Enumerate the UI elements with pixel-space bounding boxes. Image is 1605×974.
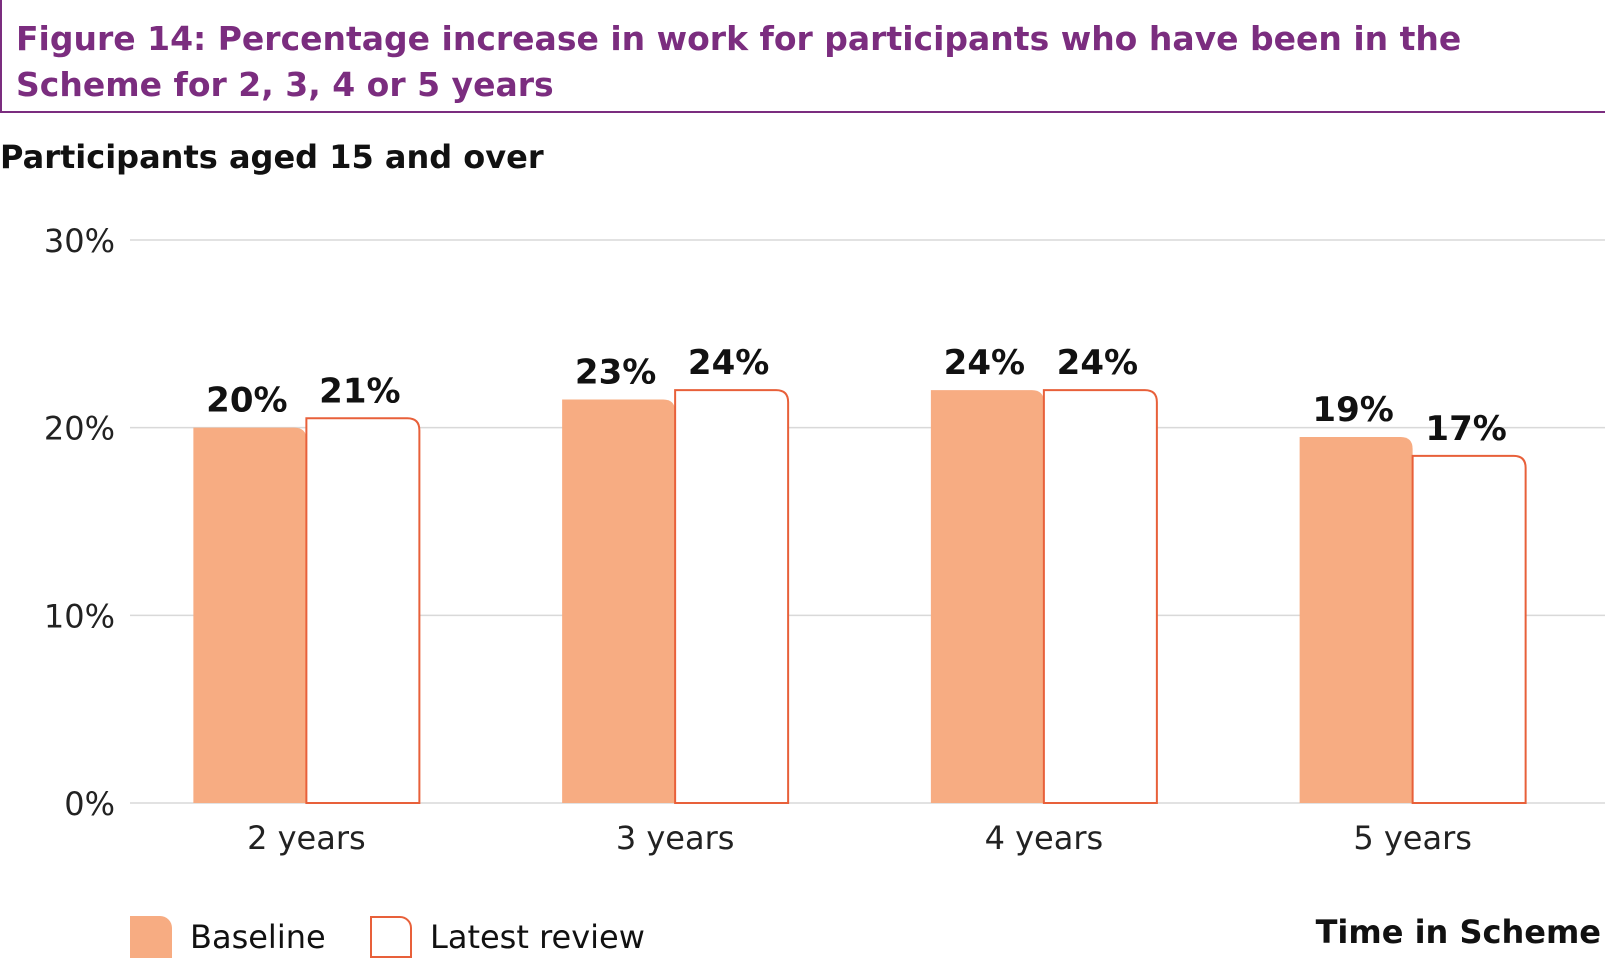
- bar-baseline: [1299, 437, 1413, 803]
- chart-title: Figure 14: Percentage increase in work f…: [16, 19, 1462, 104]
- y-tick-label: 0%: [64, 785, 115, 823]
- bar-baseline: [930, 390, 1044, 803]
- bar-chart: 0% 10% 20% 30% 20% 21% 2 years 23% 24% 3 years 24%…: [44, 222, 1605, 857]
- x-tick-label: 2 years: [247, 819, 366, 857]
- data-label: 19%: [1312, 390, 1393, 430]
- data-label: 17%: [1425, 409, 1506, 449]
- bar-latest-review: [305, 417, 421, 804]
- data-label: 21%: [319, 371, 400, 411]
- x-tick-label: 4 years: [985, 819, 1104, 857]
- y-tick-label: 20%: [44, 410, 115, 448]
- bar-baseline: [193, 427, 307, 803]
- data-label: 24%: [944, 343, 1025, 383]
- bar-baseline: [562, 399, 676, 803]
- y-tick-label: 10%: [44, 597, 115, 635]
- legend-latest: Latest review: [370, 915, 645, 959]
- x-axis-label: Time in Scheme: [1315, 913, 1601, 951]
- chart-subtitle: Participants aged 15 and over: [0, 138, 544, 176]
- bar-latest-review: [1411, 454, 1527, 804]
- data-label: 24%: [688, 343, 769, 383]
- data-label: 20%: [206, 381, 287, 421]
- legend-latest-label: Latest review: [430, 918, 645, 956]
- data-label: 24%: [1057, 343, 1138, 383]
- baseline-swatch: [130, 916, 172, 958]
- x-tick-label: 5 years: [1353, 819, 1472, 857]
- legend-baseline: Baseline: [130, 915, 326, 959]
- data-label: 23%: [575, 353, 656, 393]
- bar-latest-review: [1042, 389, 1158, 804]
- y-tick-label: 30%: [44, 222, 115, 260]
- x-tick-label: 3 years: [616, 819, 735, 857]
- latest-swatch: [370, 916, 412, 958]
- legend-baseline-label: Baseline: [190, 918, 326, 956]
- title-box: Figure 14: Percentage increase in work f…: [0, 0, 1605, 113]
- bar-latest-review: [674, 389, 790, 804]
